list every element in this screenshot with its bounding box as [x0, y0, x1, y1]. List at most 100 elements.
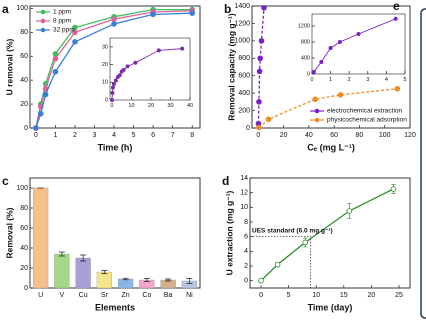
x-tick-label: 6 — [151, 132, 155, 139]
x-tick-label: 10 — [128, 103, 134, 109]
data-point — [337, 40, 342, 45]
data-point — [156, 48, 161, 53]
data-point — [258, 38, 265, 44]
y-tick-label: 60 — [20, 53, 28, 60]
y-tick-label: 12 — [240, 190, 248, 197]
data-point — [393, 16, 398, 21]
y-tick-label: 4 — [244, 248, 248, 255]
data-point — [125, 64, 130, 69]
data-point — [261, 4, 267, 11]
panel-frame — [420, 8, 426, 319]
y-tick-label: 8 — [244, 219, 248, 226]
y-tick-label: 40 — [20, 77, 28, 84]
x-tick-label: 30 — [167, 103, 173, 109]
x-tick-label: 3 — [366, 77, 369, 83]
y-tick-label: 80 — [20, 205, 28, 212]
x-tick-label: 15 — [340, 292, 348, 299]
series-line — [35, 10, 193, 129]
y-tick-label: 0 — [24, 285, 28, 292]
y-tick-label: 100 — [16, 185, 28, 192]
legend-marker — [40, 18, 46, 24]
panel-label: e — [393, 0, 400, 13]
data-point — [111, 21, 117, 27]
x-tick-label: 5 — [132, 132, 136, 139]
data-point — [256, 68, 263, 75]
x-tick-label: 20 — [367, 292, 375, 299]
x-tick-label: 20 — [280, 132, 288, 139]
x-tick-label: 2 — [348, 77, 351, 83]
series-line — [35, 8, 193, 129]
data-point — [312, 96, 319, 103]
y-tick-label: 6 — [244, 234, 248, 241]
data-point — [319, 60, 324, 65]
panel-label: c — [2, 174, 9, 188]
error-bar — [101, 270, 108, 274]
error-bar — [122, 277, 129, 281]
data-point — [189, 10, 195, 16]
x-tick-label: 40 — [305, 132, 313, 139]
x-axis-label: Time (day) — [308, 302, 353, 312]
error-bar — [58, 251, 65, 257]
data-point — [150, 11, 156, 18]
x-tick-label: 40 — [187, 103, 193, 109]
bar — [118, 278, 134, 289]
data-point — [52, 55, 59, 62]
y-tick-label: 14 — [240, 175, 248, 182]
y-tick-label: 80 — [20, 29, 28, 36]
x-tick-label: Ni — [186, 292, 193, 299]
y-axis-label: U extraction (mg g⁻¹) — [224, 190, 234, 275]
x-tick-label: 0 — [256, 132, 260, 139]
data-point — [258, 277, 264, 284]
y-tick-label: 0 — [244, 278, 248, 285]
y-tick-label: 20 — [20, 101, 28, 108]
x-tick-label: 80 — [356, 132, 364, 139]
y-tick-label: 1000 — [234, 38, 250, 45]
y-tick-label: 400 — [238, 90, 250, 97]
x-tick-label: 100 — [379, 132, 391, 139]
x-tick-label: 7 — [171, 132, 175, 139]
legend-label: physicochemical adsorption — [327, 117, 407, 124]
reference-label: UES standard (6.0 mg g⁻¹) — [252, 227, 333, 234]
error-bar — [143, 278, 150, 282]
data-point — [256, 99, 262, 105]
x-tick-label: 4 — [385, 77, 388, 83]
data-point — [111, 16, 117, 22]
plot-frame — [249, 177, 411, 289]
x-tick-label: 120 — [404, 132, 416, 139]
legend-marker — [314, 117, 320, 123]
y-tick-label: 1200 — [234, 20, 250, 27]
data-point — [42, 91, 49, 98]
error-bar — [186, 278, 193, 284]
data-point — [311, 70, 316, 75]
series-line — [313, 18, 396, 73]
x-tick-label: 8 — [190, 132, 194, 139]
y-tick-label: 1200 — [298, 23, 310, 29]
bar — [54, 253, 70, 289]
y-tick-label: 40 — [20, 245, 28, 252]
y-tick-label: 1400 — [234, 3, 250, 10]
y-axis-label: Removal (%) — [4, 207, 14, 258]
data-point — [257, 55, 264, 62]
data-point — [109, 98, 114, 103]
x-tick-label: 60 — [330, 132, 338, 139]
data-point — [346, 208, 353, 214]
x-tick-label: 20 — [148, 103, 154, 109]
data-point — [72, 29, 78, 36]
bar — [96, 271, 112, 289]
x-tick-label: 5 — [287, 292, 291, 299]
y-tick-label: 30 — [102, 44, 108, 50]
data-point — [110, 90, 115, 95]
x-tick-label: 1 — [329, 77, 332, 83]
x-tick-label: Cu — [79, 292, 88, 299]
x-tick-label: 10 — [312, 292, 320, 299]
y-tick-label: 200 — [238, 107, 250, 114]
y-tick-label: 20 — [102, 62, 108, 68]
panel-label: b — [224, 2, 231, 16]
legend-label: electrochemical extraction — [327, 108, 403, 115]
x-tick-label: 0 — [310, 77, 313, 83]
data-point — [113, 78, 118, 83]
x-tick-label: Co — [142, 292, 151, 299]
data-point — [117, 73, 122, 78]
x-tick-label: Ba — [164, 292, 173, 299]
